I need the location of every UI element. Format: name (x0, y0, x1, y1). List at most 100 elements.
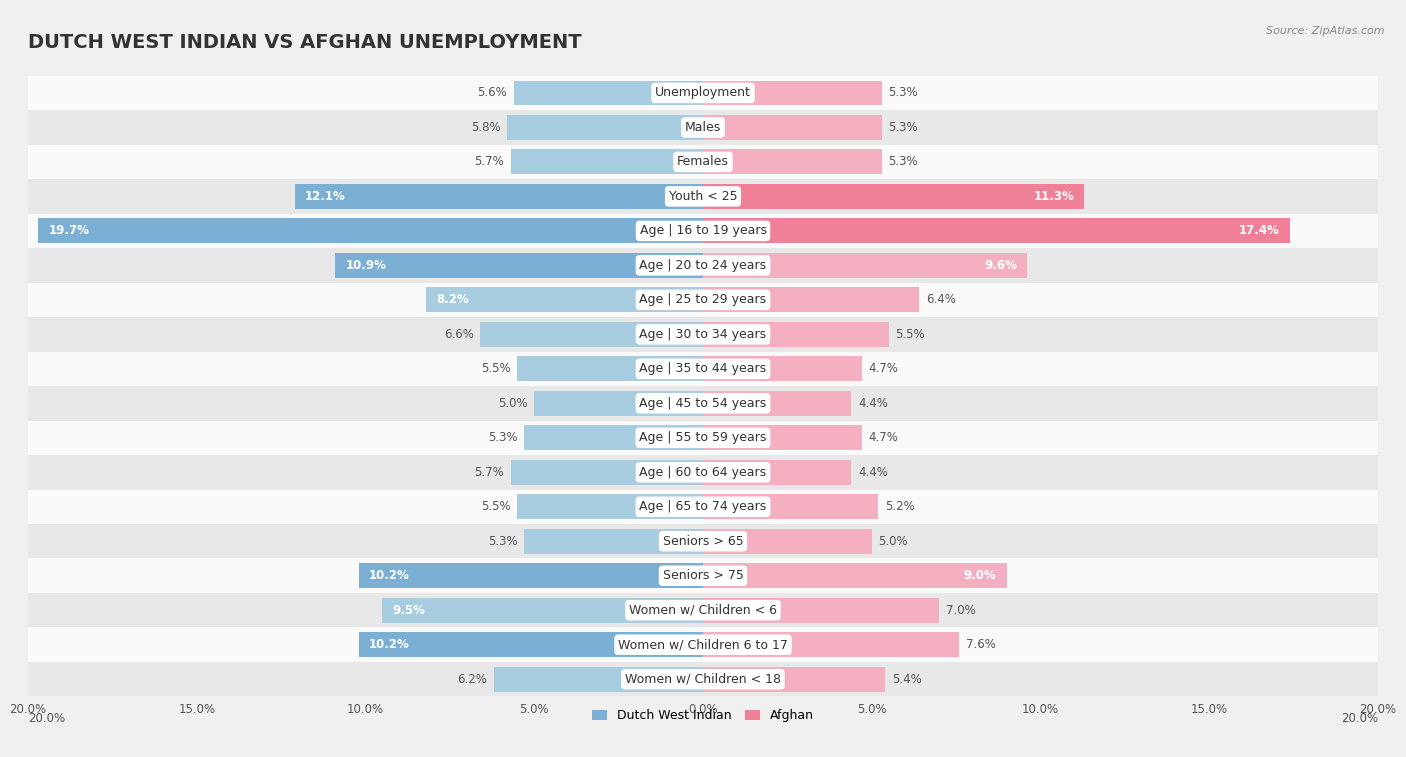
Text: Seniors > 65: Seniors > 65 (662, 534, 744, 548)
Text: 6.6%: 6.6% (444, 328, 474, 341)
Bar (28, 351, 1378, 386)
Text: Women w/ Children < 6: Women w/ Children < 6 (628, 604, 778, 617)
Text: DUTCH WEST INDIAN VS AFGHAN UNEMPLOYMENT: DUTCH WEST INDIAN VS AFGHAN UNEMPLOYMENT (28, 33, 582, 51)
Text: Seniors > 75: Seniors > 75 (662, 569, 744, 582)
Bar (28, 111, 1378, 145)
Text: 9.5%: 9.5% (392, 604, 426, 617)
Text: 5.3%: 5.3% (488, 534, 517, 548)
Text: 4.4%: 4.4% (858, 397, 889, 410)
Bar (359, 563, 703, 588)
Legend: Dutch West Indian, Afghan: Dutch West Indian, Afghan (588, 705, 818, 727)
Text: 5.5%: 5.5% (481, 500, 510, 513)
Bar (703, 184, 1084, 209)
Text: 20.0%: 20.0% (1341, 712, 1378, 725)
Text: 7.0%: 7.0% (946, 604, 976, 617)
Bar (28, 248, 1378, 282)
Text: Women w/ Children < 18: Women w/ Children < 18 (626, 673, 780, 686)
Text: 5.7%: 5.7% (474, 466, 503, 478)
Text: 8.2%: 8.2% (436, 294, 470, 307)
Bar (703, 322, 889, 347)
Bar (28, 282, 1378, 317)
Text: 7.6%: 7.6% (966, 638, 995, 651)
Bar (703, 494, 879, 519)
Text: 10.9%: 10.9% (346, 259, 387, 272)
Bar (28, 628, 1378, 662)
Bar (703, 563, 1007, 588)
Text: Males: Males (685, 121, 721, 134)
Bar (28, 662, 1378, 696)
Bar (703, 529, 872, 553)
Bar (38, 219, 703, 243)
Bar (703, 253, 1026, 278)
Bar (524, 529, 703, 553)
Text: 11.3%: 11.3% (1033, 190, 1074, 203)
Bar (703, 391, 852, 416)
Text: 5.8%: 5.8% (471, 121, 501, 134)
Bar (28, 559, 1378, 593)
Bar (703, 598, 939, 623)
Bar (28, 179, 1378, 213)
Bar (703, 459, 852, 484)
Text: Age | 65 to 74 years: Age | 65 to 74 years (640, 500, 766, 513)
Bar (517, 357, 703, 382)
Bar (510, 459, 703, 484)
Text: 5.3%: 5.3% (889, 121, 918, 134)
Bar (28, 421, 1378, 455)
Bar (508, 115, 703, 140)
Text: Age | 55 to 59 years: Age | 55 to 59 years (640, 431, 766, 444)
Text: 12.1%: 12.1% (305, 190, 346, 203)
Bar (703, 149, 882, 174)
Bar (703, 357, 862, 382)
Text: Age | 16 to 19 years: Age | 16 to 19 years (640, 224, 766, 238)
Text: 5.4%: 5.4% (891, 673, 922, 686)
Bar (295, 184, 703, 209)
Text: 5.3%: 5.3% (488, 431, 517, 444)
Text: 5.3%: 5.3% (889, 86, 918, 99)
Text: 4.7%: 4.7% (869, 431, 898, 444)
Bar (703, 219, 1291, 243)
Bar (517, 494, 703, 519)
Text: Females: Females (678, 155, 728, 168)
Bar (515, 80, 703, 105)
Text: Women w/ Children 6 to 17: Women w/ Children 6 to 17 (619, 638, 787, 651)
Bar (28, 386, 1378, 421)
Text: 5.6%: 5.6% (478, 86, 508, 99)
Text: 9.0%: 9.0% (965, 569, 997, 582)
Bar (481, 322, 703, 347)
Bar (28, 145, 1378, 179)
Text: 6.2%: 6.2% (457, 673, 486, 686)
Bar (28, 317, 1378, 351)
Text: 4.4%: 4.4% (858, 466, 889, 478)
Text: Source: ZipAtlas.com: Source: ZipAtlas.com (1267, 26, 1385, 36)
Text: 10.2%: 10.2% (368, 638, 409, 651)
Text: 5.3%: 5.3% (889, 155, 918, 168)
Bar (28, 455, 1378, 490)
Text: 17.4%: 17.4% (1239, 224, 1279, 238)
Text: Age | 30 to 34 years: Age | 30 to 34 years (640, 328, 766, 341)
Text: Age | 35 to 44 years: Age | 35 to 44 years (640, 363, 766, 375)
Text: Age | 60 to 64 years: Age | 60 to 64 years (640, 466, 766, 478)
Text: 6.4%: 6.4% (925, 294, 956, 307)
Text: 5.0%: 5.0% (879, 534, 908, 548)
Bar (359, 632, 703, 657)
Bar (510, 149, 703, 174)
Bar (28, 213, 1378, 248)
Bar (28, 76, 1378, 111)
Bar (703, 425, 862, 450)
Text: Youth < 25: Youth < 25 (669, 190, 737, 203)
Bar (703, 288, 920, 313)
Bar (426, 288, 703, 313)
Text: 9.6%: 9.6% (984, 259, 1017, 272)
Text: 10.2%: 10.2% (368, 569, 409, 582)
Bar (703, 80, 882, 105)
Text: 19.7%: 19.7% (48, 224, 89, 238)
Text: Age | 20 to 24 years: Age | 20 to 24 years (640, 259, 766, 272)
Text: Age | 25 to 29 years: Age | 25 to 29 years (640, 294, 766, 307)
Text: 5.0%: 5.0% (498, 397, 527, 410)
Text: 5.5%: 5.5% (481, 363, 510, 375)
Text: 4.7%: 4.7% (869, 363, 898, 375)
Text: Age | 45 to 54 years: Age | 45 to 54 years (640, 397, 766, 410)
Bar (335, 253, 703, 278)
Bar (703, 632, 959, 657)
Text: Unemployment: Unemployment (655, 86, 751, 99)
